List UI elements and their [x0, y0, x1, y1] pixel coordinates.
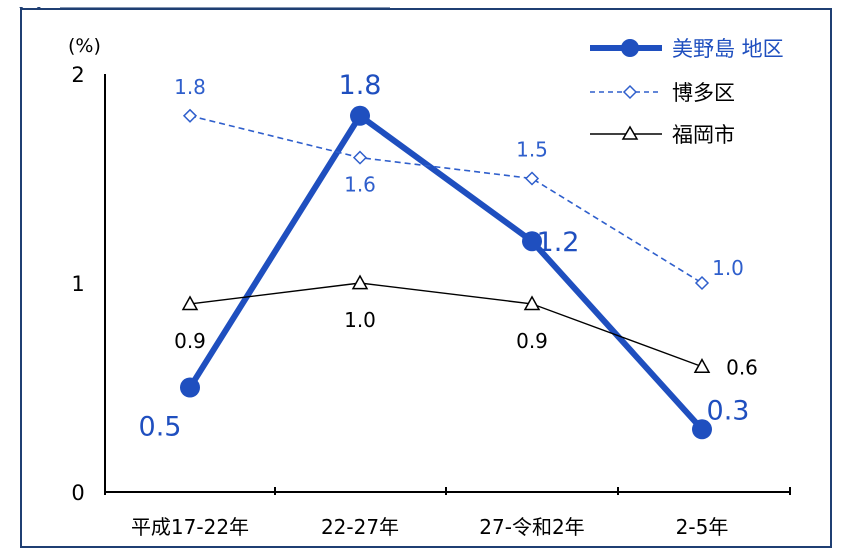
data-point-diamond	[352, 150, 368, 165]
cropped-title-strip	[0, 0, 854, 8]
data-point-circle	[350, 105, 370, 126]
series-line-2	[189, 115, 703, 284]
line-chart: 0 1 2 (%) 平成17-22年 22-27年 27-令和2年 2-5年 0.5 1.8 1.…	[68, 35, 791, 539]
data-label: 1.6	[344, 173, 376, 197]
data-label: 1.2	[537, 227, 580, 258]
data-point-diamond	[182, 108, 198, 123]
legend-label: 福岡市	[672, 123, 735, 147]
data-point-diamond	[524, 171, 540, 186]
data-label: 0.9	[174, 329, 206, 353]
legend-marker-triangle	[621, 125, 639, 140]
data-label: 1.5	[516, 138, 548, 162]
series-line-3	[189, 282, 703, 368]
legend-label: 博多区	[672, 81, 735, 105]
data-point-diamond	[694, 275, 710, 291]
series-lines	[187, 111, 705, 432]
legend-label: 美野島 地区	[672, 37, 784, 61]
data-point-triangle	[523, 295, 541, 311]
y-tick-label: 2	[71, 63, 84, 87]
data-point-triangle	[693, 358, 711, 373]
data-point-circle	[692, 419, 712, 440]
y-tick-label: 0	[71, 481, 84, 505]
x-tick-label: 2-5年	[676, 515, 729, 539]
data-point-triangle	[351, 274, 369, 290]
axes: 0 1 2 (%) 平成17-22年 22-27年 27-令和2年 2-5年	[68, 35, 791, 539]
data-labels: 0.5 1.8 1.2 0.3 1.8 1.6 1.5 1.0 0.9 1.0 0.9 0.6	[139, 70, 758, 443]
data-label: 0.5	[139, 412, 182, 443]
data-label: 0.6	[726, 356, 758, 380]
x-tick-label: 22-27年	[321, 515, 399, 539]
chart-frame: 0 1 2 (%) 平成17-22年 22-27年 27-令和2年 2-5年 0.5 1.8 1.…	[20, 8, 832, 548]
y-axis-unit-label: (%)	[68, 35, 101, 57]
x-tick-label: 平成17-22年	[131, 515, 249, 539]
legend-marker-circle	[621, 39, 639, 57]
data-label: 1.0	[344, 308, 376, 332]
y-tick-label: 1	[71, 272, 84, 296]
legend-marker-diamond	[622, 84, 638, 100]
data-point-circle	[522, 231, 542, 252]
data-point-triangle	[181, 295, 199, 311]
data-label: 1.8	[174, 75, 206, 99]
data-label: 0.9	[516, 329, 548, 353]
x-tick-label: 27-令和2年	[479, 515, 584, 539]
data-label: 0.3	[707, 395, 750, 426]
data-point-circle	[180, 377, 200, 398]
title-text-remnant	[60, 7, 390, 8]
data-label: 1.0	[712, 256, 744, 280]
series-line-1	[187, 111, 705, 432]
data-label: 1.8	[339, 70, 382, 101]
series-markers	[180, 105, 712, 440]
